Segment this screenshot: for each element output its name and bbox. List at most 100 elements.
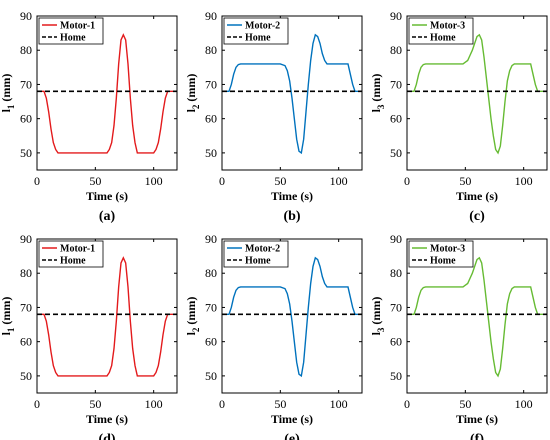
subplot-caption: (b) <box>283 209 300 224</box>
x-axis-label: Time (s) <box>271 412 313 426</box>
y-axis-label: l2 (mm) <box>184 74 201 113</box>
y-tick-label: 80 <box>205 266 217 280</box>
legend-box <box>38 17 104 45</box>
subplot-caption: (c) <box>469 209 485 224</box>
y-axis-label-symbol: l <box>0 331 13 335</box>
y-axis-label-subscript: 1 <box>6 104 16 109</box>
legend-label-motor-1: Motor-1 <box>60 21 95 32</box>
x-tick-label: 100 <box>515 397 533 411</box>
x-tick-label: 0 <box>219 397 225 411</box>
y-tick-label: 50 <box>20 146 32 160</box>
y-axis-label: l3 (mm) <box>369 74 386 113</box>
legend-box <box>408 240 474 268</box>
legend-label-home: Home <box>430 256 456 267</box>
plot-frame <box>406 15 548 171</box>
y-tick-label: 60 <box>20 335 32 349</box>
y-axis-label-unit: (mm) <box>369 74 383 105</box>
plot-frame <box>36 238 178 394</box>
y-axis-label-unit: (mm) <box>0 74 13 105</box>
x-tick-label: 0 <box>34 174 40 188</box>
y-tick-label: 50 <box>205 369 217 383</box>
x-tick-label: 0 <box>404 397 410 411</box>
series-line-motor-1 <box>37 33 177 154</box>
legend-label-motor-2: Motor-2 <box>245 244 280 255</box>
x-axis-label: Time (s) <box>86 412 128 426</box>
y-tick-label: 90 <box>205 9 217 23</box>
x-axis-label: Time (s) <box>456 412 498 426</box>
x-tick-label: 100 <box>330 397 348 411</box>
legend-label-motor-2: Motor-2 <box>245 21 280 32</box>
y-tick-label: 50 <box>205 146 217 160</box>
x-tick-label: 50 <box>274 174 286 188</box>
x-tick-label: 100 <box>145 397 163 411</box>
series-line-motor-1 <box>37 256 177 377</box>
subplot-caption: (d) <box>98 432 115 440</box>
x-tick-label: 100 <box>145 174 163 188</box>
y-tick-label: 50 <box>20 369 32 383</box>
y-tick-label: 80 <box>390 43 402 57</box>
series-line-motor-2 <box>222 256 362 378</box>
y-tick-label: 90 <box>20 9 32 23</box>
y-tick-label: 90 <box>20 232 32 246</box>
plot-frame <box>36 15 178 171</box>
x-tick-label: 50 <box>459 174 471 188</box>
y-tick-label: 70 <box>390 300 402 314</box>
y-axis-label: l2 (mm) <box>184 297 201 336</box>
subplot-caption: (e) <box>284 432 300 440</box>
y-tick-label: 70 <box>20 77 32 91</box>
y-axis-label: l1 (mm) <box>0 297 16 336</box>
y-tick-label: 90 <box>205 232 217 246</box>
y-axis-label-symbol: l <box>369 108 383 112</box>
y-tick-label: 60 <box>390 335 402 349</box>
x-tick-label: 0 <box>34 397 40 411</box>
legend-box <box>38 240 104 268</box>
x-tick-label: 100 <box>330 174 348 188</box>
y-tick-label: 60 <box>205 112 217 126</box>
series-line-motor-3 <box>407 256 547 378</box>
x-tick-label: 50 <box>89 174 101 188</box>
y-tick-label: 50 <box>390 369 402 383</box>
y-tick-label: 90 <box>390 9 402 23</box>
y-tick-label: 80 <box>20 266 32 280</box>
x-axis-label: Time (s) <box>456 189 498 203</box>
y-axis-label-subscript: 2 <box>191 327 201 332</box>
y-axis-label: l1 (mm) <box>0 74 16 113</box>
x-axis-label: Time (s) <box>271 189 313 203</box>
y-axis-label-unit: (mm) <box>184 297 198 328</box>
legend-box <box>408 17 474 45</box>
legend-label-home: Home <box>430 33 456 44</box>
x-axis-label: Time (s) <box>86 189 128 203</box>
y-axis-label-unit: (mm) <box>0 297 13 328</box>
series-line-motor-3 <box>407 33 547 155</box>
y-tick-label: 60 <box>20 112 32 126</box>
y-tick-label: 70 <box>205 77 217 91</box>
y-tick-label: 80 <box>390 266 402 280</box>
y-axis-label: l3 (mm) <box>369 297 386 336</box>
legend-label-home: Home <box>245 33 271 44</box>
y-axis-label-symbol: l <box>0 108 13 112</box>
y-tick-label: 80 <box>20 43 32 57</box>
x-tick-label: 0 <box>219 174 225 188</box>
subplot-caption: (f) <box>470 432 484 440</box>
plot-frame <box>221 238 363 394</box>
plot-frame <box>406 238 548 394</box>
x-tick-label: 50 <box>459 397 471 411</box>
y-tick-label: 60 <box>390 112 402 126</box>
y-axis-label-subscript: 1 <box>6 327 16 332</box>
legend-label-home: Home <box>60 256 86 267</box>
legend-label-home: Home <box>60 33 86 44</box>
legend-label-home: Home <box>245 256 271 267</box>
